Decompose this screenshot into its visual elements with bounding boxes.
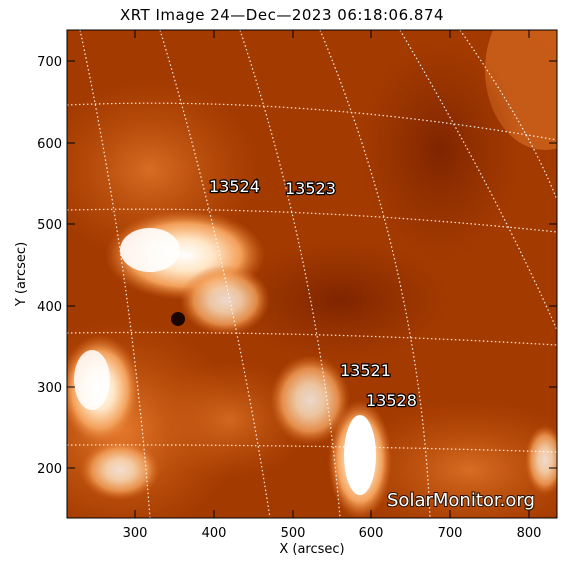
y-tick-label: 400 [37,300,62,315]
region-label-13528: 13528 [366,391,417,410]
y-axis-title: Y (arcsec) [14,242,29,307]
solarmonitor-watermark: SolarMonitor.org [387,490,535,511]
x-tick-label: 300 [123,526,148,541]
x-axis: 300 400 500 600 700 800 [123,30,542,541]
y-tick-label: 600 [37,137,62,152]
x-axis-title: X (arcsec) [279,542,344,557]
region-label-13523: 13523 [285,179,336,198]
y-axis: 700 600 500 400 300 200 [37,55,557,477]
plot-frame [66,29,558,519]
region-label-13521: 13521 [340,361,391,380]
y-tick-label: 300 [37,381,62,396]
x-tick-label: 600 [359,526,384,541]
y-tick-label: 500 [37,218,62,233]
solar-image [67,30,557,518]
x-tick-label: 700 [438,526,463,541]
region-label-13524: 13524 [209,177,260,196]
x-tick-label: 800 [517,526,542,541]
y-tick-label: 700 [37,55,62,70]
image-title: XRT Image 24—Dec—2023 06:18:06.874 [119,6,445,24]
x-tick-label: 400 [202,526,227,541]
heliographic-grid [67,30,557,518]
x-tick-label: 500 [281,526,306,541]
y-tick-label: 200 [37,462,62,477]
